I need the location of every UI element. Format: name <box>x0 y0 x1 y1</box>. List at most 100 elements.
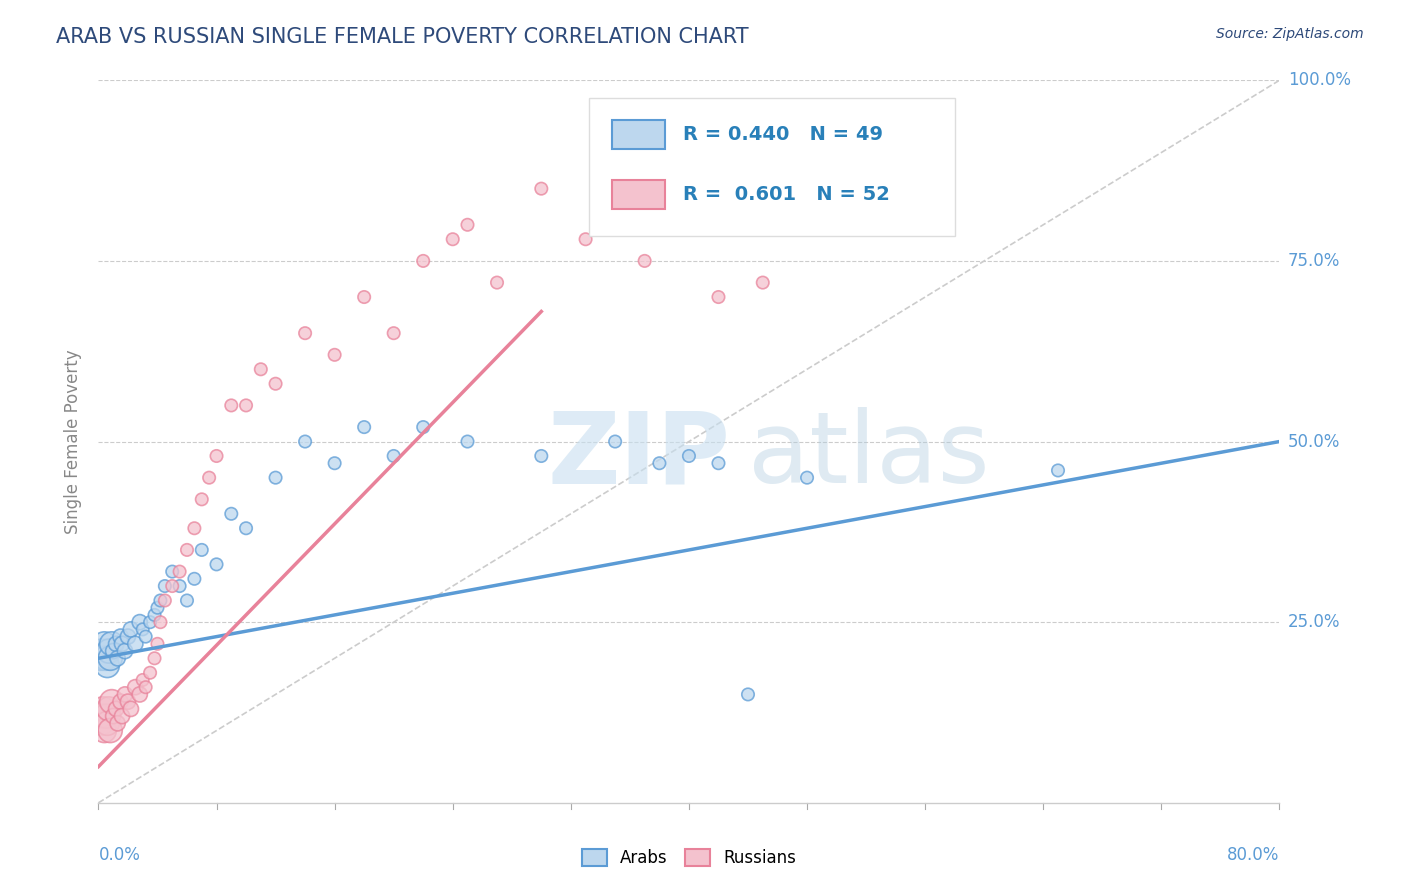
Point <box>796 470 818 484</box>
Point <box>89 651 111 665</box>
Point <box>264 376 287 391</box>
Point <box>132 673 155 687</box>
Point <box>205 449 228 463</box>
Point <box>105 637 128 651</box>
Text: 25.0%: 25.0% <box>1288 613 1340 632</box>
Point <box>114 687 136 701</box>
Point <box>353 290 375 304</box>
Point <box>176 593 198 607</box>
Point <box>124 680 146 694</box>
Point <box>205 558 228 572</box>
Point <box>198 470 221 484</box>
Point <box>110 695 132 709</box>
Point <box>91 651 114 665</box>
Text: ZIP: ZIP <box>547 408 730 505</box>
Point <box>486 276 509 290</box>
Point <box>89 709 111 723</box>
Point <box>1046 463 1070 477</box>
Point <box>97 702 120 716</box>
Point <box>441 232 464 246</box>
Point <box>98 723 121 738</box>
Point <box>107 716 129 731</box>
Point <box>605 218 627 232</box>
Point <box>678 449 700 463</box>
Point <box>135 630 157 644</box>
Point <box>294 434 316 449</box>
Point <box>294 326 316 340</box>
Point <box>111 709 134 723</box>
Point <box>110 630 132 644</box>
Point <box>382 449 405 463</box>
Point <box>183 572 205 586</box>
Point <box>235 398 257 412</box>
FancyBboxPatch shape <box>612 120 665 149</box>
Y-axis label: Single Female Poverty: Single Female Poverty <box>65 350 83 533</box>
Point <box>149 593 172 607</box>
Point <box>124 637 146 651</box>
Point <box>100 637 122 651</box>
Point <box>169 565 191 579</box>
Point <box>221 398 243 412</box>
Point <box>93 637 115 651</box>
Point <box>93 723 115 738</box>
Point <box>250 362 273 376</box>
Text: atlas: atlas <box>748 408 990 505</box>
Point <box>457 218 479 232</box>
Point <box>128 687 150 701</box>
Point <box>143 651 166 665</box>
Point <box>264 470 287 484</box>
Point <box>323 348 346 362</box>
Point <box>105 702 128 716</box>
Point <box>139 615 162 630</box>
Point <box>235 521 257 535</box>
Point <box>143 607 166 622</box>
Point <box>153 579 176 593</box>
Point <box>191 492 214 507</box>
Point <box>707 456 730 470</box>
Point <box>457 434 479 449</box>
Point <box>353 420 375 434</box>
Point <box>648 456 671 470</box>
Point <box>114 644 136 658</box>
Text: 100.0%: 100.0% <box>1288 71 1351 89</box>
Point <box>412 420 434 434</box>
Point <box>707 290 730 304</box>
Point <box>634 253 657 268</box>
Point <box>120 623 142 637</box>
Point <box>117 695 139 709</box>
Point <box>678 131 700 145</box>
Text: 80.0%: 80.0% <box>1227 847 1279 864</box>
FancyBboxPatch shape <box>612 180 665 209</box>
Point <box>90 716 112 731</box>
Point <box>191 542 214 557</box>
Point <box>737 687 759 701</box>
Point <box>162 565 183 579</box>
Point <box>94 651 117 665</box>
Point <box>117 630 139 644</box>
Text: 75.0%: 75.0% <box>1288 252 1340 270</box>
Point <box>412 253 434 268</box>
Point <box>530 182 553 196</box>
Point <box>100 695 122 709</box>
Point <box>120 702 142 716</box>
Point <box>146 637 169 651</box>
Point <box>162 579 183 593</box>
Point <box>752 276 775 290</box>
Point <box>146 600 169 615</box>
FancyBboxPatch shape <box>589 98 955 235</box>
Point <box>103 644 125 658</box>
Text: Source: ZipAtlas.com: Source: ZipAtlas.com <box>1216 27 1364 41</box>
Point <box>98 651 121 665</box>
Point <box>103 709 125 723</box>
Point <box>132 623 155 637</box>
Point <box>183 521 205 535</box>
Point <box>107 651 129 665</box>
Point <box>90 644 112 658</box>
Point <box>382 326 405 340</box>
Point <box>128 615 150 630</box>
Point <box>96 658 118 673</box>
Point <box>94 709 117 723</box>
Text: 50.0%: 50.0% <box>1288 433 1340 450</box>
Point <box>96 716 118 731</box>
Point <box>323 456 346 470</box>
